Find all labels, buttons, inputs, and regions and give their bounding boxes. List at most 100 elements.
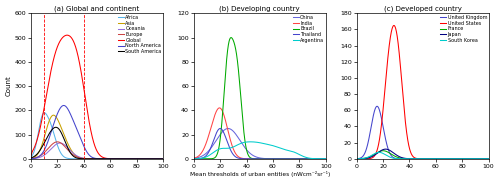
South America bbox=[156, 158, 162, 160]
Line: China: China bbox=[194, 128, 326, 159]
Africa bbox=[156, 158, 162, 160]
Europe bbox=[54, 141, 60, 143]
Argentina bbox=[319, 158, 325, 160]
France bbox=[482, 158, 488, 160]
Brazil bbox=[228, 36, 234, 39]
Argentina bbox=[191, 158, 197, 160]
France bbox=[482, 158, 488, 160]
Brazil bbox=[319, 158, 325, 160]
France bbox=[458, 158, 464, 160]
Argentina bbox=[319, 158, 325, 160]
Thailand bbox=[217, 127, 223, 130]
Legend: China, India, Brazil, Thailand, Argentina: China, India, Brazil, Thailand, Argentin… bbox=[292, 14, 325, 43]
Africa bbox=[92, 158, 98, 160]
Line: Europe: Europe bbox=[31, 142, 163, 159]
Thailand bbox=[191, 158, 197, 160]
China bbox=[198, 156, 203, 158]
North America bbox=[156, 158, 162, 160]
Line: Global: Global bbox=[31, 35, 163, 159]
Africa bbox=[28, 156, 34, 158]
North America bbox=[28, 158, 34, 160]
Thailand bbox=[252, 158, 258, 160]
India bbox=[319, 158, 325, 160]
Oceania bbox=[132, 158, 138, 160]
Japan bbox=[360, 158, 366, 160]
United States bbox=[354, 158, 360, 160]
India bbox=[216, 107, 222, 109]
Thailand bbox=[255, 158, 261, 160]
Line: South America: South America bbox=[31, 127, 163, 159]
South Korea bbox=[354, 158, 360, 160]
United Kingdom bbox=[354, 158, 360, 160]
Africa bbox=[42, 112, 48, 114]
United States bbox=[482, 158, 488, 160]
Global bbox=[156, 158, 162, 160]
Asia bbox=[156, 158, 162, 160]
South America bbox=[160, 158, 166, 160]
Argentina bbox=[323, 158, 329, 160]
China bbox=[323, 158, 329, 160]
Line: Argentina: Argentina bbox=[194, 142, 326, 159]
South America bbox=[156, 158, 162, 160]
Global bbox=[28, 155, 34, 157]
United Kingdom bbox=[482, 158, 488, 160]
China bbox=[295, 158, 301, 160]
Global bbox=[160, 158, 166, 160]
Japan bbox=[414, 158, 420, 160]
Oceania bbox=[160, 158, 166, 160]
Argentina bbox=[295, 153, 301, 155]
United Kingdom bbox=[486, 158, 492, 160]
Asia bbox=[34, 153, 40, 155]
Thailand bbox=[295, 158, 301, 160]
United States bbox=[414, 158, 420, 160]
France bbox=[418, 158, 424, 160]
United Kingdom bbox=[360, 155, 366, 157]
India bbox=[295, 158, 301, 160]
Japan bbox=[482, 158, 488, 160]
Oceania bbox=[156, 158, 162, 160]
Global bbox=[64, 34, 70, 36]
Oceania bbox=[88, 158, 94, 160]
Brazil bbox=[323, 158, 329, 160]
South America bbox=[88, 158, 94, 160]
India bbox=[191, 157, 197, 159]
Line: United States: United States bbox=[356, 25, 488, 159]
North America bbox=[92, 157, 98, 159]
India bbox=[319, 158, 325, 160]
France bbox=[380, 150, 386, 152]
South Korea bbox=[376, 151, 382, 153]
Line: Oceania: Oceania bbox=[31, 143, 163, 159]
Line: France: France bbox=[356, 151, 488, 159]
South America bbox=[92, 158, 98, 160]
Line: United Kingdom: United Kingdom bbox=[356, 106, 488, 159]
Oceania bbox=[156, 158, 162, 160]
United States bbox=[360, 158, 366, 160]
India bbox=[252, 158, 258, 160]
Thailand bbox=[198, 157, 203, 160]
Global bbox=[34, 137, 40, 139]
Legend: United Kingdom, United States, France, Japan, South Korea: United Kingdom, United States, France, J… bbox=[440, 14, 488, 43]
Asia bbox=[88, 158, 94, 160]
Brazil bbox=[295, 158, 301, 160]
Line: Asia: Asia bbox=[31, 115, 163, 159]
Africa bbox=[160, 158, 166, 160]
Asia bbox=[132, 158, 138, 160]
United States bbox=[391, 24, 397, 27]
China bbox=[319, 158, 325, 160]
China bbox=[191, 157, 197, 159]
Global bbox=[88, 134, 94, 136]
Asia bbox=[28, 157, 34, 160]
Oceania bbox=[28, 158, 34, 160]
China bbox=[252, 155, 258, 157]
Brazil bbox=[191, 158, 197, 160]
Line: South Korea: South Korea bbox=[356, 152, 488, 159]
Japan bbox=[458, 158, 464, 160]
France bbox=[354, 158, 360, 160]
Brazil bbox=[252, 158, 258, 160]
United Kingdom bbox=[374, 105, 380, 107]
North America bbox=[60, 104, 66, 107]
North America bbox=[34, 156, 40, 158]
Brazil bbox=[255, 158, 261, 160]
Oceania bbox=[57, 142, 63, 144]
South America bbox=[34, 152, 40, 154]
